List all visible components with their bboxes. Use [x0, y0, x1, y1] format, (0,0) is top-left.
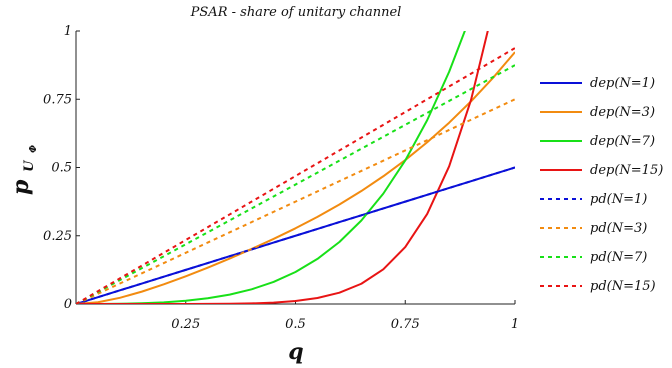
y-axis-label-subsubscript: Φ — [29, 145, 39, 153]
series-line-3 — [76, 31, 489, 304]
x-tick-label-3: 1 — [511, 317, 519, 332]
x-axis-label: q — [288, 339, 303, 365]
chart-title: PSAR - share of unitary channel — [190, 5, 402, 20]
series-line-6 — [76, 64, 515, 304]
legend-label-3: dep(N=15) — [590, 163, 663, 178]
legend-label-5: pd(N=3) — [590, 221, 647, 236]
y-tick-label-3: 0.75 — [43, 92, 72, 107]
y-tick-label-1: 0.25 — [43, 229, 72, 244]
y-tick-label-0: 0 — [64, 297, 72, 312]
y-axis-label-group: p U Φ — [8, 145, 39, 195]
legend-label-4: pd(N=1) — [590, 192, 647, 207]
legend-label-7: pd(N=15) — [590, 279, 656, 294]
legend-label-0: dep(N=1) — [590, 76, 655, 91]
y-axis-label-main: p — [8, 179, 34, 195]
series-line-1 — [76, 51, 515, 304]
x-tick-label-1: 0.5 — [285, 317, 306, 332]
y-tick-label-4: 1 — [64, 24, 72, 39]
y-axis-label-subscript: U — [22, 160, 37, 172]
x-tick-label-2: 0.75 — [391, 317, 420, 332]
series-line-5 — [76, 98, 515, 304]
legend-label-1: dep(N=3) — [590, 105, 655, 120]
legend-label-6: pd(N=7) — [590, 250, 647, 265]
x-tick-label-0: 0.25 — [171, 317, 200, 332]
tick-group: 0.25 0.5 0.75 1 0 0.25 0.5 0.75 1 — [43, 24, 519, 332]
legend: dep(N=1) dep(N=3) dep(N=7) dep(N=15) pd(N=1)… — [540, 76, 663, 294]
series-layer — [76, 31, 515, 304]
series-line-7 — [76, 47, 515, 304]
series-line-2 — [76, 31, 466, 304]
series-line-0 — [76, 166, 515, 304]
y-axis-label: p U Φ — [8, 145, 39, 195]
series-paths — [76, 31, 515, 304]
y-tick-label-2: 0.5 — [51, 161, 72, 176]
legend-label-2: dep(N=7) — [590, 134, 655, 149]
